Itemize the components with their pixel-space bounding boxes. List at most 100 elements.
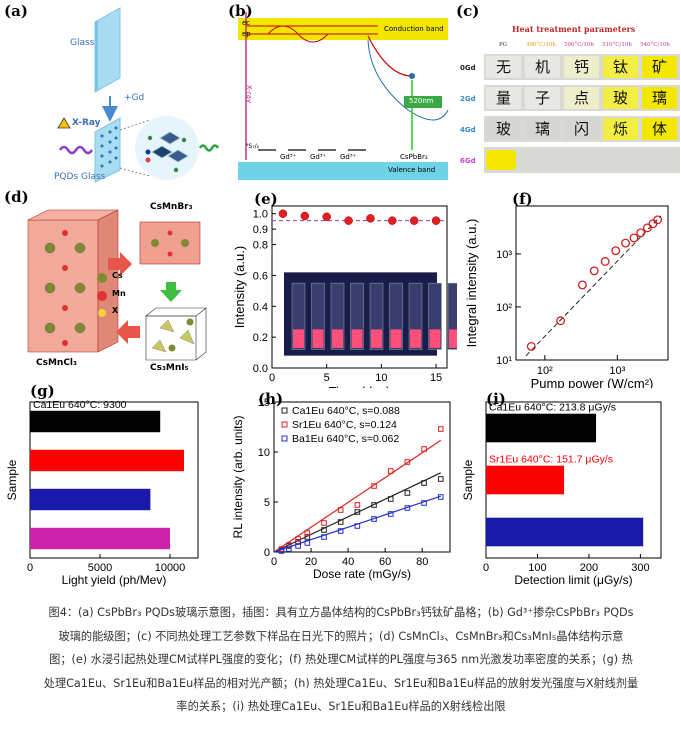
vials-photo	[284, 272, 457, 356]
cmb-label: CsMnBr₃	[150, 202, 193, 212]
column-header-4: 540°C/10h	[640, 42, 670, 48]
panel-c: (c) Heat treatment parameters PG 490°C/10…	[456, 0, 681, 185]
data-point	[304, 534, 311, 540]
data-point	[600, 257, 610, 266]
column-header-1: 490°C/10h	[526, 42, 556, 48]
axes-frame	[271, 205, 448, 369]
photo-char-0-3: 钛	[603, 56, 638, 78]
data-point	[611, 246, 621, 256]
data-point	[437, 476, 444, 482]
photo-char-1-1: 子	[525, 87, 560, 109]
data-point	[300, 211, 310, 221]
panel-d-label: (d)	[4, 188, 29, 206]
fit-line	[525, 215, 662, 357]
axes-frame	[273, 401, 451, 553]
vial-glow	[332, 329, 343, 348]
conduction-band-label: Conduction band	[384, 25, 444, 33]
photo-char-2-0: 玻	[486, 118, 521, 140]
data-point	[387, 468, 394, 474]
xray-label: X-Ray	[72, 118, 101, 128]
x-tick-label: 200	[580, 562, 598, 574]
panel-a: (a) Glass +Gd X-Ray PQDs Glass	[0, 0, 225, 185]
data-point	[526, 342, 536, 351]
photo-char-0-2: 钙	[564, 56, 599, 78]
panel-e-label: (e)	[254, 190, 278, 208]
data-point	[589, 266, 599, 276]
data-point	[321, 527, 327, 533]
caption-line-4: 处理Ca1Eu、Sr1Eu和Ba1Eu样品的相对光产额；(h) 热处理Ca1Eu…	[43, 676, 639, 690]
vial	[447, 282, 457, 350]
panel-g-label: (g)	[30, 382, 55, 400]
data-point	[354, 509, 361, 515]
row-label-3: 6Gd	[460, 157, 476, 165]
bar-label: Ca1Eu 640°C: 9300	[33, 399, 127, 411]
data-point	[577, 280, 587, 290]
glass-label: Glass	[70, 38, 95, 48]
data-point	[295, 536, 301, 542]
photo-strip-2: 玻璃闪烁体	[484, 116, 680, 142]
photo-char-0-1: 机	[525, 56, 560, 78]
yellow-sample	[486, 150, 516, 170]
y-tick-label: 10¹	[496, 355, 512, 367]
x-axis-label: Detection limit (μGy/s)	[514, 573, 632, 587]
y-tick-label: 0	[264, 547, 270, 559]
data-point	[388, 216, 397, 225]
data-point	[636, 228, 646, 238]
energy-level-diagram	[238, 12, 449, 180]
bar-label: Sr1Eu 640°C: 11000	[33, 438, 129, 450]
x-axis-label: Dose rate (mGy/s)	[313, 567, 411, 581]
heat-treatment-title: Heat treatment parameters	[512, 24, 636, 34]
heat-treatment-columns: PG 490°C/10h 500°C/10h 510°C/10h 540°C/10h	[484, 42, 679, 54]
data-point	[366, 214, 375, 223]
x-tick-label: 5	[324, 372, 330, 384]
bar	[30, 449, 184, 472]
column-header-0: PG	[498, 42, 508, 48]
data-point	[387, 496, 394, 502]
xray-vertical-label: X-ray	[245, 84, 254, 104]
panel-f-label: (f)	[512, 190, 533, 208]
data-point	[437, 494, 444, 500]
vial-glow	[390, 329, 402, 348]
x-tick-label: 100	[528, 562, 546, 574]
photo-char-0-4: 矿	[642, 56, 677, 78]
data-point	[337, 528, 344, 534]
data-point	[278, 548, 285, 554]
x-tick-label: 10³	[609, 365, 625, 377]
vial-glow	[312, 329, 324, 348]
photo-char-1-0: 量	[486, 87, 521, 109]
chart-e: 0.0 0.2 0.4 0.6 0.8 0.9 1.0 0 5 10 15 Time (day) Int…	[232, 205, 457, 388]
x-tick-label: 10000	[155, 562, 186, 574]
photo-char-1-4: 璃	[642, 87, 677, 109]
x-tick-label: 5000	[88, 562, 112, 574]
photo-strip-0: 无机钙钛矿	[484, 54, 680, 80]
data-point	[404, 490, 411, 496]
photo-char-2-1: 璃	[525, 118, 560, 140]
x-tick-label: 10²	[537, 365, 553, 377]
legend-marker	[281, 407, 288, 414]
y-axis-label: Intensity (a.u.)	[232, 246, 247, 328]
x-tick-label: 0	[483, 562, 489, 574]
gd3-label-1: Gd³⁺	[280, 153, 297, 161]
ep-label: ep	[242, 30, 251, 38]
data-point	[431, 216, 441, 225]
photo-char-1-2: 点	[564, 87, 599, 109]
data-point	[304, 530, 311, 536]
x-axis-label: Light yield (ph/Mev)	[62, 573, 167, 587]
caption-line-1: 图4：(a) CsPbBr₃ PQDs玻璃示意图，插图：具有立方晶体结构的CsP…	[48, 606, 634, 619]
photo-char-2-3: 烁	[603, 118, 638, 140]
ec-label: ec	[242, 19, 251, 27]
y-tick-label: 15	[258, 397, 270, 409]
fit-line	[273, 472, 441, 553]
photo-strip-3	[484, 147, 680, 173]
y-tick-label: 0.2	[253, 332, 268, 344]
vial-glow	[410, 329, 421, 348]
data-point	[421, 480, 427, 486]
vial-glow	[371, 329, 382, 348]
x-tick-label: 0	[271, 556, 277, 568]
bar-label: BGO: 10000	[33, 516, 92, 528]
axes-frame	[515, 205, 669, 361]
bar	[30, 488, 151, 511]
data-point	[295, 543, 301, 549]
data-point	[321, 534, 327, 540]
panel-c-label: (c)	[456, 2, 480, 20]
